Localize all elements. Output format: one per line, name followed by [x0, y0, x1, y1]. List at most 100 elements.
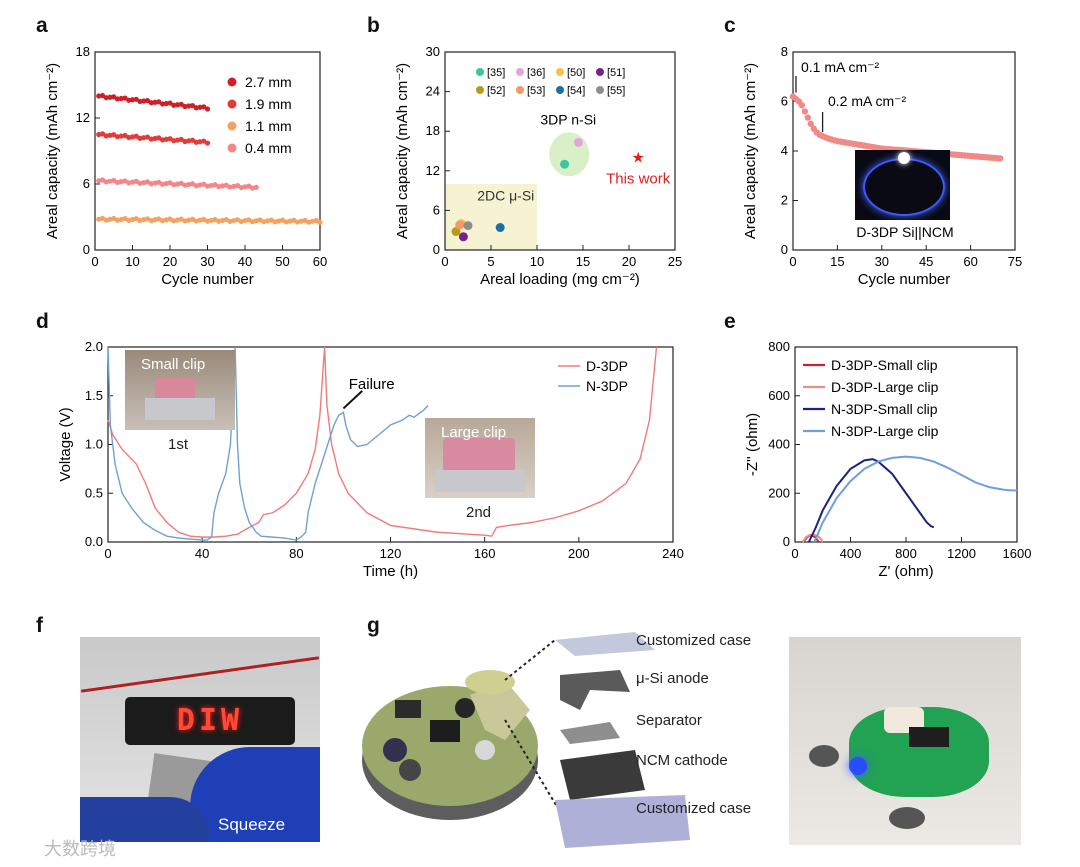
- annotation-failure: Failure: [349, 376, 395, 393]
- y-axis-label: Voltage (V): [57, 407, 74, 481]
- data-point: [560, 159, 570, 169]
- series-line: [807, 458, 935, 543]
- data-point: [317, 219, 323, 225]
- data-point: [167, 100, 173, 106]
- x-tick-label: 10: [125, 254, 139, 269]
- legend-label: [36]: [527, 67, 545, 79]
- data-point: [253, 184, 259, 190]
- legend-marker: [556, 86, 564, 94]
- inset-large-clip-label: Large clip: [441, 424, 507, 441]
- y-tick-label: 1.0: [85, 437, 103, 452]
- legend-marker: [227, 99, 237, 109]
- x-tick-label: 15: [830, 254, 844, 269]
- legend-label: [35]: [487, 67, 505, 79]
- x-tick-label: 10: [530, 254, 544, 269]
- x-tick-label: 120: [380, 546, 402, 561]
- inset-led-photo: [855, 150, 950, 220]
- y-tick-label: 0.0: [85, 534, 103, 549]
- region-3dp: [549, 132, 590, 177]
- glove: [190, 747, 320, 842]
- x-axis-label: Time (h): [363, 563, 418, 580]
- legend-label: [52]: [487, 85, 505, 97]
- panel-label-c: c: [724, 14, 736, 37]
- y-axis-label: Areal capacity (mAh cm⁻²): [742, 63, 759, 239]
- x-tick-label: 30: [200, 254, 214, 269]
- x-tick-label: 0: [791, 546, 798, 561]
- watermark: 大数跨境: [44, 839, 116, 859]
- plot-frame: [444, 51, 676, 251]
- data-point: [133, 96, 139, 102]
- chart-c: 0 15 30 45 60 75 0 2 4 6 8 Cycle number Areal capaci…: [742, 44, 1022, 288]
- this-work-label: This work: [606, 171, 671, 188]
- squeeze-caption: Squeeze: [218, 815, 286, 834]
- y-axis-label: Areal capacity (mAh cm⁻²): [44, 63, 61, 239]
- y-axis-label: Areal capacity (mAh cm⁻²): [394, 63, 411, 239]
- legend-marker: [476, 68, 484, 76]
- y-tick-label: 2.0: [85, 339, 103, 354]
- annotation-3dp: 3DP n-Si: [540, 112, 596, 128]
- data-point: [156, 99, 162, 105]
- y-tick-label: 0: [83, 242, 90, 257]
- y-tick-label: 18: [426, 123, 440, 138]
- data-point: [798, 102, 806, 109]
- legend-marker: [596, 68, 604, 76]
- y-tick-label: 800: [768, 339, 790, 354]
- x-tick-label: 1600: [1003, 546, 1032, 561]
- chart-d: 0 40 80 120 160 200 240 0.0 0.5 1.0 1.5 2.0 Time (h)…: [57, 339, 684, 580]
- legend-label: N-3DP-Large clip: [831, 423, 939, 439]
- data-point: [807, 120, 814, 127]
- legend-label: 0.4 mm: [245, 140, 292, 156]
- data-point: [178, 101, 184, 107]
- legend-label: 2.7 mm: [245, 74, 292, 90]
- legend-marker: [476, 86, 484, 94]
- y-tick-label: 12: [76, 110, 90, 125]
- inset-large-clip-photo: Large clip: [425, 418, 535, 498]
- x-tick-label: 25: [668, 254, 682, 269]
- y-tick-label: 18: [76, 44, 90, 59]
- legend-label: [50]: [567, 67, 585, 79]
- legend-label: [54]: [567, 85, 585, 97]
- data-point: [801, 108, 809, 115]
- y-tick-label: 12: [426, 163, 440, 178]
- y-tick-label: 6: [83, 176, 90, 191]
- legend-label: [51]: [607, 67, 625, 79]
- series-line: [107, 346, 429, 541]
- data-point: [804, 114, 811, 121]
- x-tick-label: 75: [1008, 254, 1022, 269]
- y-tick-label: 0: [781, 242, 788, 257]
- y-axis-label: -Z'' (ohm): [744, 413, 761, 476]
- label-customized-case-top: Customized case: [636, 632, 752, 649]
- x-tick-label: 0: [441, 254, 448, 269]
- y-tick-label: 30: [426, 44, 440, 59]
- legend-label: D-3DP: [586, 358, 628, 374]
- panel-label-f: f: [36, 614, 43, 637]
- x-tick-label: 0: [789, 254, 796, 269]
- x-tick-label: 15: [576, 254, 590, 269]
- legend-label: [53]: [527, 85, 545, 97]
- legend-marker: [556, 68, 564, 76]
- panel-label-a: a: [36, 14, 48, 37]
- data-point: [458, 232, 468, 242]
- data-point: [204, 106, 211, 112]
- x-axis-label: Z' (ohm): [878, 563, 933, 580]
- x-tick-label: 20: [622, 254, 636, 269]
- photo-robot: [789, 637, 1021, 845]
- label-separator: Separator: [636, 712, 702, 729]
- panel-label-g: g: [367, 614, 380, 637]
- chart-a: 0 10 20 30 40 50 60 0 6 12 18 Cycle number Areal cap…: [44, 44, 327, 288]
- legend-label: [55]: [607, 85, 625, 97]
- y-tick-label: 8: [781, 44, 788, 59]
- y-tick-label: 200: [768, 485, 790, 500]
- legend-label: D-3DP-Small clip: [831, 357, 938, 373]
- x-tick-label: 5: [487, 254, 494, 269]
- series-line: [813, 455, 1017, 543]
- y-tick-label: 4: [781, 143, 788, 158]
- x-tick-label: 80: [289, 546, 303, 561]
- x-tick-label: 30: [875, 254, 889, 269]
- x-tick-label: 0: [104, 546, 111, 561]
- panel-label-e: e: [724, 310, 736, 333]
- y-tick-label: 24: [426, 84, 440, 99]
- data-point: [111, 94, 117, 100]
- y-tick-label: 600: [768, 388, 790, 403]
- x-tick-label: 400: [840, 546, 862, 561]
